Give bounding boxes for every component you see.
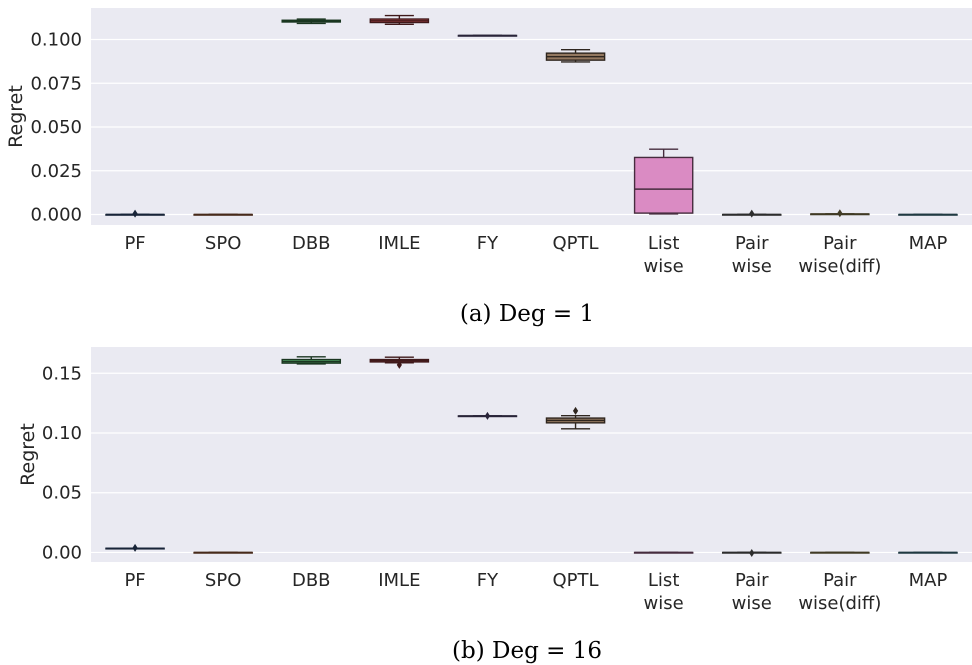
x-tick-label: List bbox=[648, 570, 679, 591]
box-4 bbox=[457, 411, 518, 420]
x-tick-label: Pair bbox=[735, 233, 769, 254]
y-tick-label: 0.025 bbox=[30, 161, 82, 182]
box-8 bbox=[810, 551, 870, 554]
x-tick-label: Pair bbox=[823, 570, 857, 591]
outlier-point bbox=[749, 209, 755, 218]
x-tick-label: PF bbox=[124, 570, 145, 591]
outlier-point bbox=[396, 360, 402, 369]
box-1 bbox=[193, 551, 253, 554]
panel-caption: (a) Deg = 1 bbox=[460, 301, 594, 327]
x-tick-label: SPO bbox=[205, 570, 241, 591]
outlier-point bbox=[132, 543, 138, 552]
x-tick-label: wise bbox=[644, 593, 684, 614]
y-axis-label: Regret bbox=[5, 85, 27, 148]
x-tick-label: QPTL bbox=[553, 570, 599, 591]
plot-area bbox=[91, 8, 972, 225]
x-tick-label: wise bbox=[732, 593, 772, 614]
x-tick-label: wise bbox=[644, 256, 684, 277]
outlier-point bbox=[749, 549, 755, 558]
x-tick-label: DBB bbox=[292, 233, 331, 254]
x-tick-label: SPO bbox=[205, 233, 241, 254]
panel-caption: (b) Deg = 16 bbox=[452, 638, 602, 664]
box-0 bbox=[105, 209, 165, 218]
y-tick-label: 0.00 bbox=[42, 542, 82, 563]
chart-panel-a: 0.000 0.025 0.050 0.075 0.100 Regret PF SPO DBB I… bbox=[5, 8, 972, 327]
outlier-point bbox=[484, 411, 491, 420]
box-4 bbox=[457, 34, 518, 37]
x-tick-label: wise bbox=[732, 256, 772, 277]
box-5 bbox=[545, 406, 606, 430]
x-tick-label: FY bbox=[477, 570, 499, 591]
y-tick-label: 0.050 bbox=[30, 117, 82, 138]
box-3 bbox=[369, 14, 430, 25]
box-9 bbox=[898, 213, 958, 216]
x-tick-label: DBB bbox=[292, 570, 331, 591]
x-tick-label: wise(diff) bbox=[798, 256, 881, 277]
x-tick-label: IMLE bbox=[378, 570, 420, 591]
x-tick-label: MAP bbox=[909, 233, 948, 254]
y-tick-label: 0.15 bbox=[42, 363, 82, 384]
box-6 bbox=[633, 551, 694, 554]
x-tick-label: List bbox=[648, 233, 679, 254]
chart-panel-b: 0.00 0.05 0.10 0.15 Regret PF SPO DBB IMLE FY QPTL… bbox=[17, 347, 972, 664]
plot-area bbox=[91, 347, 972, 562]
box-8 bbox=[810, 209, 870, 218]
x-tick-label: wise(diff) bbox=[798, 593, 881, 614]
box-1 bbox=[193, 213, 253, 216]
box-2 bbox=[281, 18, 342, 25]
box-5 bbox=[545, 48, 606, 63]
outlier-point bbox=[132, 209, 138, 218]
y-tick-label: 0.000 bbox=[30, 205, 82, 226]
x-tick-label: IMLE bbox=[378, 233, 420, 254]
box-7 bbox=[721, 209, 782, 218]
x-tick-label: FY bbox=[477, 233, 499, 254]
x-tick-label: Pair bbox=[735, 570, 769, 591]
box-9 bbox=[898, 551, 958, 554]
y-axis-label: Regret bbox=[17, 423, 39, 486]
x-tick-label: Pair bbox=[823, 233, 857, 254]
y-tick-label: 0.10 bbox=[42, 423, 82, 444]
box-0 bbox=[105, 543, 165, 552]
box-7 bbox=[721, 549, 782, 558]
outlier-point bbox=[572, 406, 579, 415]
box-2 bbox=[281, 356, 342, 365]
outlier-point bbox=[837, 209, 843, 218]
box-3 bbox=[369, 356, 430, 369]
y-tick-label: 0.05 bbox=[42, 483, 82, 504]
x-tick-label: MAP bbox=[909, 570, 948, 591]
box-6 bbox=[633, 148, 694, 215]
y-tick-label: 0.100 bbox=[30, 30, 82, 51]
box-body bbox=[633, 156, 694, 214]
x-tick-label: PF bbox=[124, 233, 145, 254]
y-tick-label: 0.075 bbox=[30, 73, 82, 94]
x-tick-label: QPTL bbox=[553, 233, 599, 254]
